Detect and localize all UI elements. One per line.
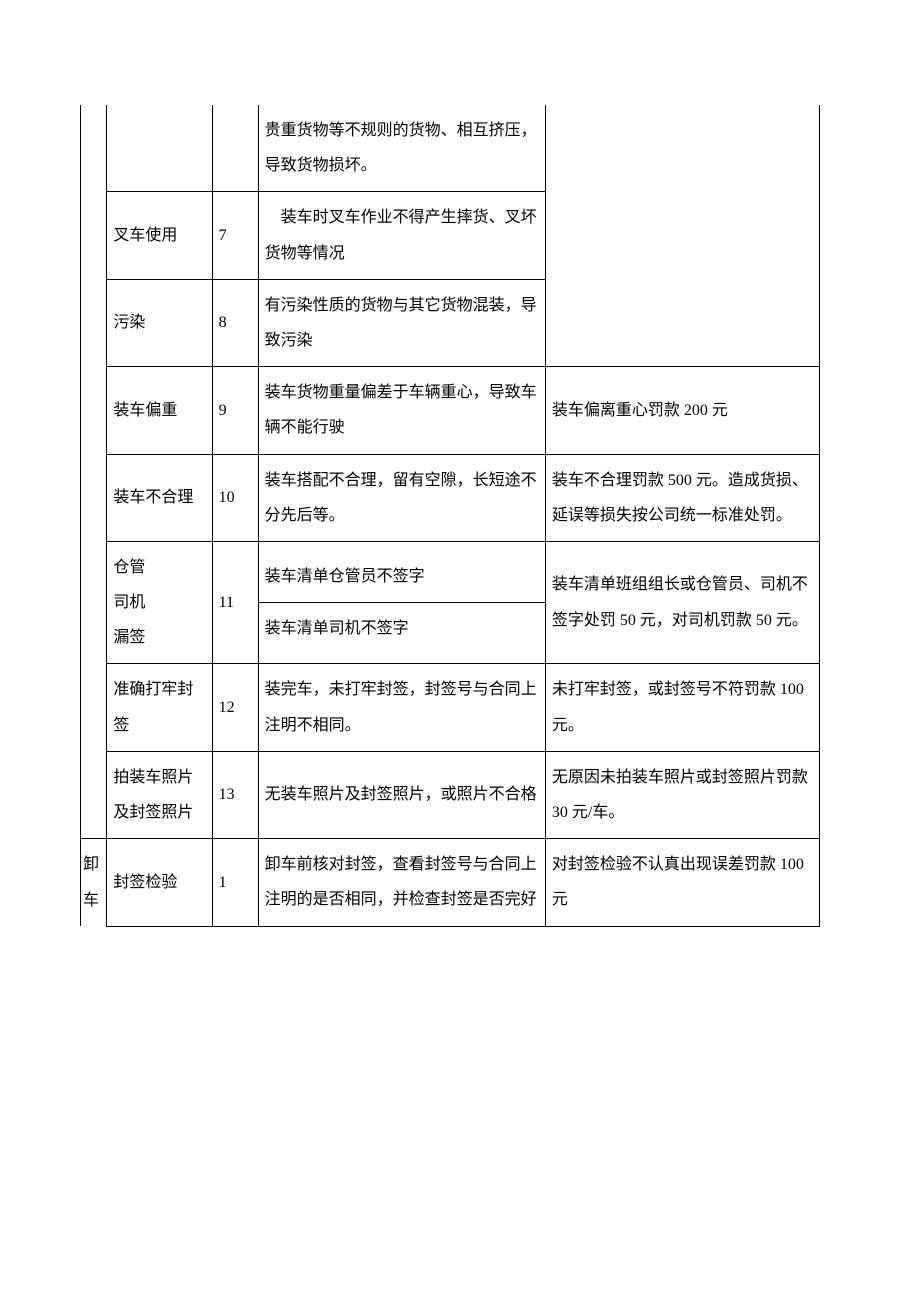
- item-cell: 封签检验: [107, 839, 212, 926]
- desc-cell: 卸车前核对封签，查看封签号与合同上注明的是否相同，并检查封签是否完好: [258, 839, 545, 926]
- num-cell: 9: [212, 367, 258, 454]
- num-cell: 11: [212, 541, 258, 664]
- item-cell: 仓管司机漏签: [107, 541, 212, 664]
- item-cell: 准确打牢封签: [107, 664, 212, 751]
- document-page: 贵重货物等不规则的货物、相互挤压，导致货物损坏。 叉车使用 7 装车时叉车作业不…: [0, 0, 920, 1032]
- penalty-cell: 装车偏离重心罚款 200 元: [545, 367, 819, 454]
- rules-table: 贵重货物等不规则的货物、相互挤压，导致货物损坏。 叉车使用 7 装车时叉车作业不…: [80, 105, 820, 927]
- item-cell: 装车偏重: [107, 367, 212, 454]
- penalty-cell: 装车清单班组组长或仓管员、司机不签字处罚 50 元，对司机罚款 50 元。: [545, 541, 819, 664]
- num-cell: 12: [212, 664, 258, 751]
- penalty-cell: 无原因未拍装车照片或封签照片罚款 30 元/车。: [545, 751, 819, 838]
- table-row: 贵重货物等不规则的货物、相互挤压，导致货物损坏。: [81, 105, 820, 192]
- desc-cell: 贵重货物等不规则的货物、相互挤压，导致货物损坏。: [258, 105, 545, 192]
- penalty-cell: 对封签检验不认真出现误差罚款 100 元: [545, 839, 819, 926]
- item-cell: 叉车使用: [107, 192, 212, 279]
- desc-cell: 装车货物重量偏差于车辆重心，导致车辆不能行驶: [258, 367, 545, 454]
- desc-cell: 装车清单仓管员不签字 装车清单司机不签字: [258, 541, 545, 664]
- desc-sub: 装车清单司机不签字: [259, 603, 545, 654]
- table-row: 卸车 封签检验 1 卸车前核对封签，查看封签号与合同上注明的是否相同，并检查封签…: [81, 839, 820, 926]
- section-cell: 卸车: [81, 839, 107, 926]
- desc-cell: 有污染性质的货物与其它货物混装，导致污染: [258, 279, 545, 366]
- item-cell: [107, 105, 212, 192]
- num-cell: 10: [212, 454, 258, 541]
- desc-sub: 装车清单仓管员不签字: [259, 551, 545, 603]
- table-row: 装车不合理 10 装车搭配不合理，留有空隙，长短途不分先后等。 装车不合理罚款 …: [81, 454, 820, 541]
- penalty-cell: [545, 105, 819, 367]
- item-cell: 拍装车照片及封签照片: [107, 751, 212, 838]
- table-row: 拍装车照片及封签照片 13 无装车照片及封签照片，或照片不合格 无原因未拍装车照…: [81, 751, 820, 838]
- table-row: 仓管司机漏签 11 装车清单仓管员不签字 装车清单司机不签字 装车清单班组组长或…: [81, 541, 820, 664]
- num-cell: 13: [212, 751, 258, 838]
- penalty-cell: 装车不合理罚款 500 元。造成货损、延误等损失按公司统一标准处罚。: [545, 454, 819, 541]
- penalty-cell: 未打牢封签，或封签号不符罚款 100 元。: [545, 664, 819, 751]
- num-cell: 8: [212, 279, 258, 366]
- desc-cell: 装完车，未打牢封签，封签号与合同上注明不相同。: [258, 664, 545, 751]
- table-row: 装车偏重 9 装车货物重量偏差于车辆重心，导致车辆不能行驶 装车偏离重心罚款 2…: [81, 367, 820, 454]
- section-cell: [81, 105, 107, 839]
- desc-cell: 无装车照片及封签照片，或照片不合格: [258, 751, 545, 838]
- num-cell: 1: [212, 839, 258, 926]
- table-row: 准确打牢封签 12 装完车，未打牢封签，封签号与合同上注明不相同。 未打牢封签，…: [81, 664, 820, 751]
- desc-cell: 装车时叉车作业不得产生摔货、叉坏货物等情况: [258, 192, 545, 279]
- num-cell: [212, 105, 258, 192]
- item-cell: 装车不合理: [107, 454, 212, 541]
- num-cell: 7: [212, 192, 258, 279]
- desc-cell: 装车搭配不合理，留有空隙，长短途不分先后等。: [258, 454, 545, 541]
- item-cell: 污染: [107, 279, 212, 366]
